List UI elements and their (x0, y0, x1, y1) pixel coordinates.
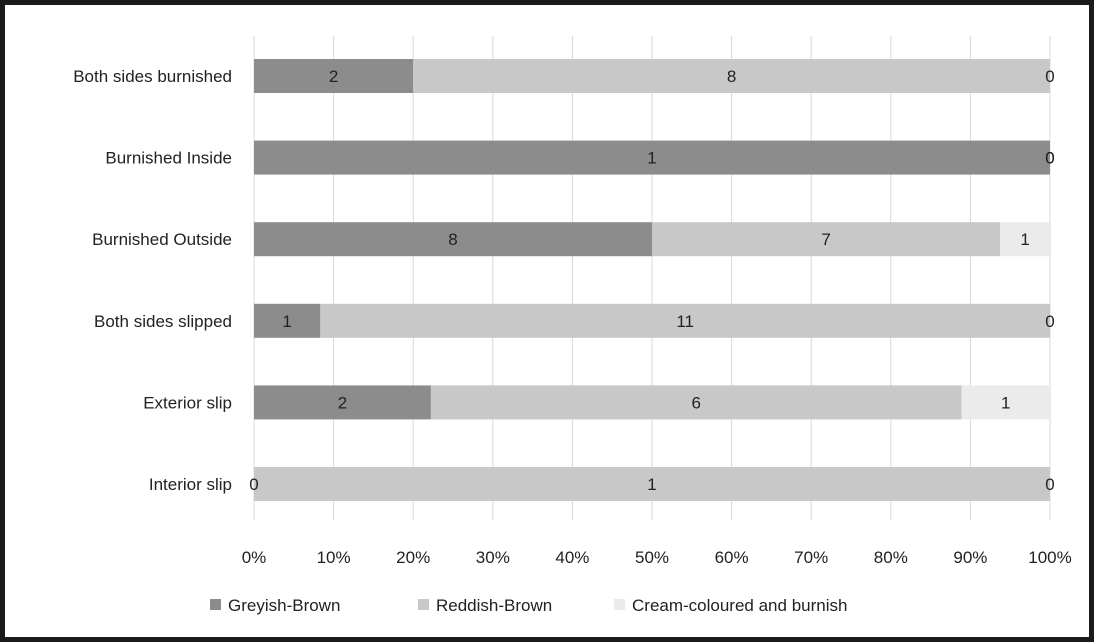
category-label: Exterior slip (143, 393, 232, 412)
bar-reddish-brown (652, 222, 1001, 257)
data-label: 7 (821, 230, 830, 249)
data-label: 11 (676, 312, 694, 331)
data-label: 1 (282, 312, 291, 331)
x-tick-label: 90% (953, 548, 987, 567)
category-label: Burnished Outside (92, 230, 232, 249)
data-label: 1 (1020, 230, 1029, 249)
category-axis-labels: Both sides burnished Burnished Inside Burn… (73, 67, 232, 494)
bar-reddish-brown (430, 385, 962, 420)
legend-label: Greyish-Brown (228, 596, 340, 615)
data-label: 8 (727, 67, 736, 86)
data-label: 0 (1045, 149, 1054, 168)
legend-swatch-greyish-brown (210, 599, 221, 610)
data-label: 0 (1045, 67, 1054, 86)
data-label: 0 (1045, 475, 1054, 494)
data-label: 1 (647, 149, 656, 168)
x-tick-label: 0% (242, 548, 267, 567)
x-tick-label: 30% (476, 548, 510, 567)
bar-greyish-brown (254, 59, 414, 93)
bar-reddish-brown (320, 303, 1050, 338)
x-tick-label: 60% (715, 548, 749, 567)
legend-swatch-reddish-brown (418, 599, 429, 610)
x-tick-label: 80% (874, 548, 908, 567)
data-label: 8 (448, 230, 457, 249)
x-tick-label: 50% (635, 548, 669, 567)
value-axis-labels: 0% 10% 20% 30% 40% 50% 60% 70% 80% 90% 100% (242, 548, 1072, 567)
data-label: 0 (249, 475, 258, 494)
data-labels: 2 8 01 008 7 11 11 02 6 10 1 0 (249, 67, 1054, 494)
legend-label: Cream-coloured and burnish (632, 596, 847, 615)
bar-cream-coloured-and-burnish (1000, 222, 1050, 257)
data-label: 2 (338, 393, 347, 412)
data-label: 6 (691, 393, 700, 412)
bar-group (254, 59, 1050, 501)
category-label: Both sides slipped (94, 312, 232, 331)
bar-reddish-brown (254, 467, 1050, 501)
data-label: 1 (1001, 393, 1010, 412)
bar-greyish-brown (254, 385, 431, 420)
bar-greyish-brown (254, 303, 321, 338)
category-label: Burnished Inside (105, 149, 232, 168)
x-tick-label: 10% (317, 548, 351, 567)
data-label: 0 (1045, 312, 1054, 331)
category-label: Both sides burnished (73, 67, 232, 86)
x-tick-label: 100% (1028, 548, 1071, 567)
data-label: 2 (329, 67, 338, 86)
bar-greyish-brown (254, 222, 652, 257)
legend: Greyish-Brown Reddish-Brown Cream-coloured… (210, 596, 847, 615)
x-tick-label: 20% (396, 548, 430, 567)
bar-cream-coloured-and-burnish (961, 385, 1050, 420)
bar-greyish-brown (254, 140, 1050, 175)
category-label: Interior slip (149, 475, 232, 494)
x-tick-label: 70% (794, 548, 828, 567)
data-label: 1 (647, 475, 656, 494)
x-tick-label: 40% (555, 548, 589, 567)
bar-reddish-brown (413, 59, 1050, 93)
legend-swatch-cream-coloured-and-burnish (614, 599, 625, 610)
data-label: 0 (1045, 149, 1054, 168)
legend-label: Reddish-Brown (436, 596, 552, 615)
grid-lines (253, 36, 1051, 520)
